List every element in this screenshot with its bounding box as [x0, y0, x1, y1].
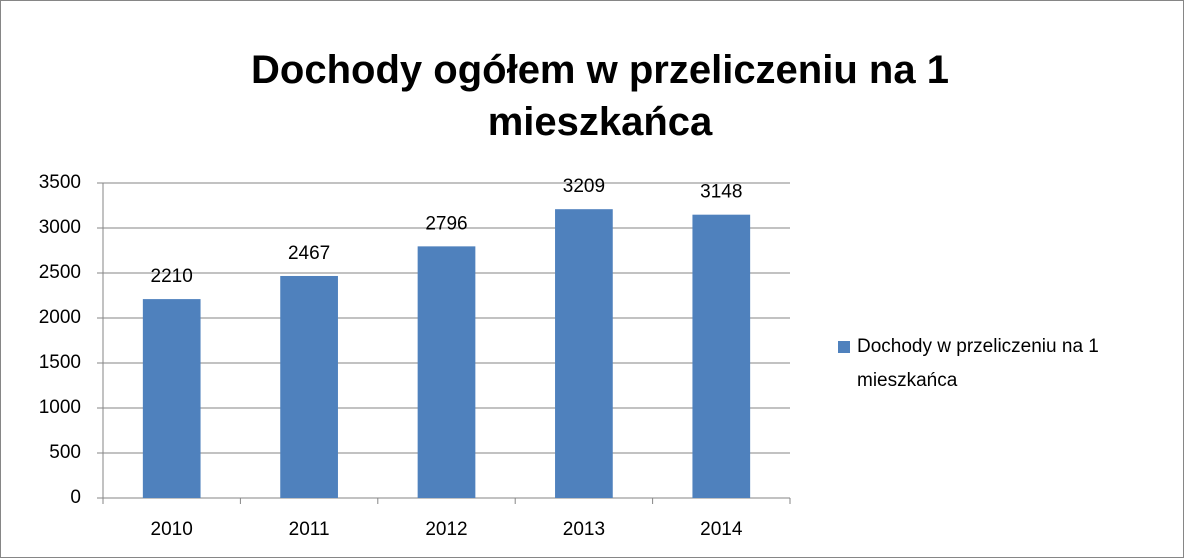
y-tick-label: 2500: [39, 262, 81, 283]
x-tick-label: 2013: [563, 519, 605, 540]
y-tick-label: 1000: [39, 397, 81, 418]
bar: [280, 275, 338, 498]
y-tick-label: 3000: [39, 217, 81, 238]
data-label: 2210: [151, 266, 193, 287]
chart-title: Dochody ogółem w przeliczeniu na 1 miesz…: [251, 48, 949, 144]
legend-swatch: [838, 341, 850, 353]
bar: [417, 246, 476, 498]
bar: [555, 209, 613, 498]
y-tick-label: 500: [49, 442, 81, 463]
legend-label: Dochody w przeliczeniu na 1 mieszkańca: [857, 336, 1099, 391]
y-tick-label: 2000: [39, 307, 81, 328]
data-label: 3209: [563, 176, 605, 197]
y-tick-label: 0: [70, 487, 81, 508]
bar: [692, 214, 751, 498]
bar: [142, 299, 201, 498]
x-tick-label: 2010: [151, 519, 193, 540]
x-tick-label: 2014: [700, 519, 743, 540]
x-tick-label: 2011: [289, 519, 330, 540]
data-label: 2467: [288, 243, 330, 264]
y-tick-label: 3500: [39, 172, 81, 193]
x-tick-label: 2012: [425, 519, 467, 540]
y-tick-label: 1500: [39, 352, 81, 373]
legend: Dochody w przeliczeniu na 1 mieszkańca: [838, 330, 1168, 398]
data-label: 2796: [425, 213, 467, 234]
data-label: 3148: [700, 182, 742, 203]
